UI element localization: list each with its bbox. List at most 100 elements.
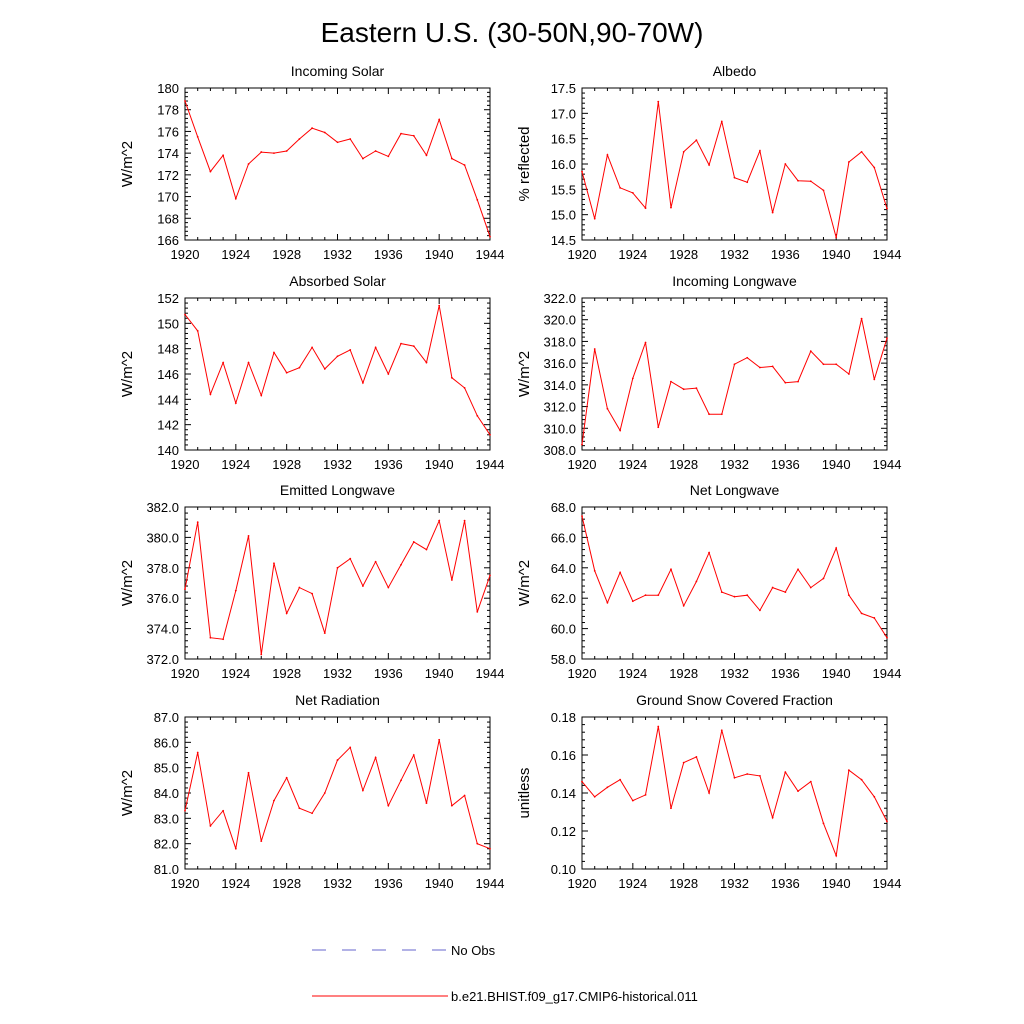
y-tick-label: 16.0 xyxy=(551,157,576,172)
x-tick-label: 1920 xyxy=(568,457,597,472)
y-axis-label: % reflected xyxy=(516,126,533,201)
data-point xyxy=(847,373,850,375)
x-tick-label: 1932 xyxy=(323,457,352,472)
x-tick-label: 1920 xyxy=(171,666,200,681)
plot-frame xyxy=(581,297,888,451)
data-point xyxy=(873,378,876,381)
y-tick-label: 0.12 xyxy=(551,824,576,839)
data-point xyxy=(412,345,415,348)
data-point xyxy=(387,586,390,589)
x-tick-label: 1932 xyxy=(720,876,749,891)
data-point xyxy=(657,725,660,728)
x-tick-label: 1928 xyxy=(272,457,301,472)
data-point xyxy=(323,368,326,370)
data-point xyxy=(273,562,275,565)
data-point xyxy=(835,236,838,239)
data-point xyxy=(606,601,609,604)
data-point xyxy=(593,569,596,572)
data-point xyxy=(720,591,723,594)
data-point xyxy=(387,373,390,375)
data-point xyxy=(260,653,263,656)
y-tick-label: 180 xyxy=(157,81,179,96)
data-point xyxy=(336,566,339,569)
y-tick-label: 168 xyxy=(157,211,179,226)
series-line xyxy=(184,519,491,655)
y-tick-label: 308.0 xyxy=(543,443,576,458)
y-tick-label: 0.10 xyxy=(551,862,576,877)
panel-title: Emitted Longwave xyxy=(280,482,395,498)
data-point xyxy=(349,557,352,560)
x-tick-label: 1924 xyxy=(221,876,250,891)
x-tick-label: 1924 xyxy=(618,457,647,472)
data-point xyxy=(184,588,186,590)
y-tick-label: 16.5 xyxy=(551,132,576,147)
data-point xyxy=(425,361,428,364)
data-point xyxy=(746,773,749,775)
data-point xyxy=(222,154,225,157)
x-tick-label: 1932 xyxy=(323,666,352,681)
series-line xyxy=(184,100,491,237)
plot-frame xyxy=(184,87,491,241)
y-tick-label: 142 xyxy=(157,418,179,433)
data-point xyxy=(581,170,583,173)
data-point xyxy=(886,636,888,639)
y-tick-label: 64.0 xyxy=(551,561,576,576)
y-tick-label: 15.5 xyxy=(551,182,576,197)
y-tick-label: 172 xyxy=(157,168,179,183)
data-point xyxy=(362,157,364,160)
data-point xyxy=(273,799,275,802)
data-point xyxy=(450,579,453,581)
data-point xyxy=(593,795,596,798)
x-tick-label: 1944 xyxy=(476,457,505,472)
x-tick-label: 1932 xyxy=(323,876,352,891)
data-point xyxy=(311,127,313,130)
data-point xyxy=(784,381,787,384)
data-point xyxy=(670,206,672,209)
data-point xyxy=(247,163,250,165)
x-tick-label: 1936 xyxy=(374,247,403,262)
data-point xyxy=(209,393,212,396)
data-point xyxy=(797,380,799,383)
data-point xyxy=(809,350,812,353)
y-tick-label: 176 xyxy=(157,124,179,139)
panel-title: Net Longwave xyxy=(690,482,780,498)
data-point xyxy=(644,207,647,209)
x-tick-label: 1936 xyxy=(771,666,800,681)
data-point xyxy=(260,151,263,153)
x-tick-label: 1928 xyxy=(669,247,698,262)
x-tick-label: 1944 xyxy=(873,247,902,262)
data-point xyxy=(489,574,491,577)
data-point xyxy=(860,317,863,320)
data-point xyxy=(835,854,838,857)
data-point xyxy=(222,809,225,812)
plot-frame xyxy=(184,506,491,660)
x-tick-label: 1928 xyxy=(669,666,698,681)
data-point xyxy=(196,751,199,754)
data-point xyxy=(285,612,288,615)
data-point xyxy=(873,795,876,798)
data-point xyxy=(784,163,787,165)
data-point xyxy=(412,754,415,756)
x-tick-label: 1944 xyxy=(873,666,902,681)
data-point xyxy=(387,804,390,807)
data-point xyxy=(196,135,199,138)
data-point xyxy=(260,840,263,843)
data-point xyxy=(682,388,685,391)
x-tick-label: 1944 xyxy=(476,876,505,891)
data-point xyxy=(298,807,301,810)
y-tick-label: 318.0 xyxy=(543,334,576,349)
plot-frame xyxy=(184,716,491,870)
x-tick-label: 1920 xyxy=(568,247,597,262)
panel-6: Net Radiation W/m^2 1920 1924 1928 1932 1936 19… xyxy=(119,692,504,891)
data-point xyxy=(606,153,609,156)
y-tick-label: 382.0 xyxy=(146,500,179,515)
data-point xyxy=(387,155,390,158)
data-point xyxy=(835,363,838,366)
y-tick-label: 166 xyxy=(157,233,179,248)
y-axis-label: W/m^2 xyxy=(516,351,533,397)
plot-frame xyxy=(184,297,491,451)
data-point xyxy=(708,164,710,166)
data-point xyxy=(771,586,774,589)
y-axis-label: W/m^2 xyxy=(119,351,136,397)
data-point xyxy=(362,585,364,587)
